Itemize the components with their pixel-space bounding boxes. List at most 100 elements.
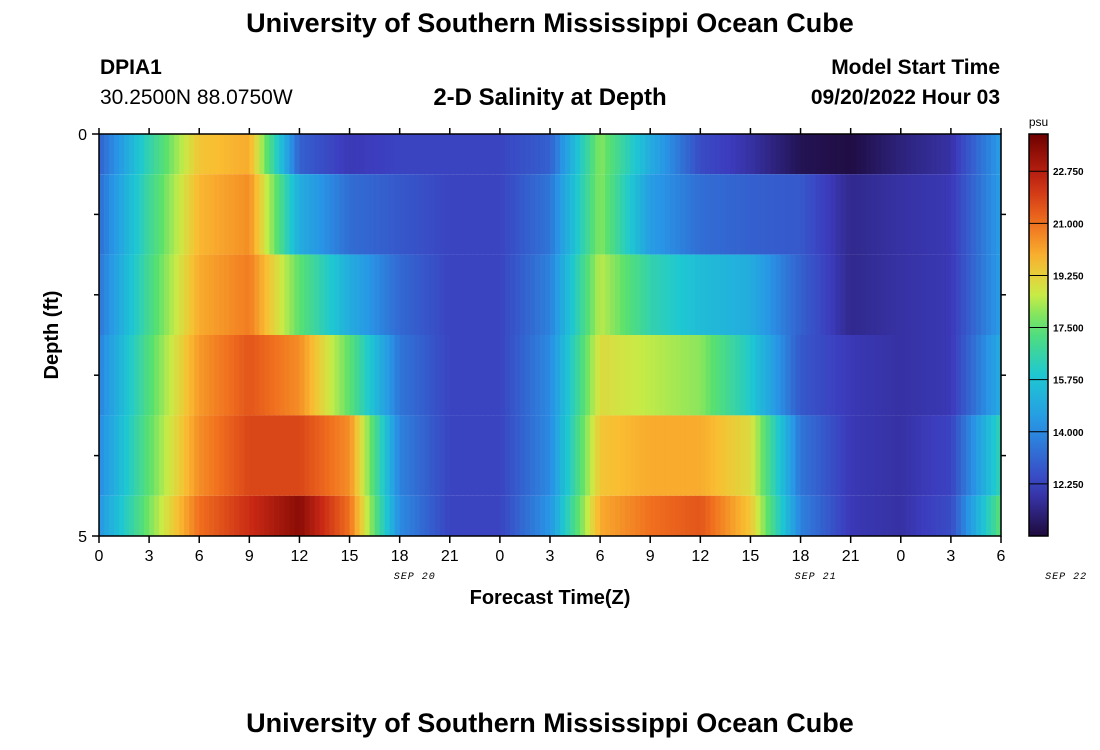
heatmap-cell [179, 254, 185, 335]
heatmap-cell [895, 415, 902, 496]
heatmap-cell [369, 254, 376, 335]
heatmap-cell [174, 254, 180, 335]
heatmap-cell [955, 174, 962, 255]
heatmap-cell [309, 415, 316, 496]
heatmap-cell [745, 174, 752, 255]
heatmap-cell [905, 174, 912, 255]
heatmap-cell [765, 335, 772, 416]
heatmap-cell [805, 174, 812, 255]
date-label: SEP 21 [795, 572, 837, 583]
heatmap-cell [580, 174, 586, 255]
heatmap-cell [910, 415, 917, 496]
heatmap-cell [735, 254, 742, 335]
heatmap-cell [855, 335, 862, 416]
heatmap-cell [625, 254, 631, 335]
heatmap-cell [570, 335, 576, 416]
heatmap-cell [484, 254, 491, 335]
heatmap-cell [294, 174, 301, 255]
heatmap-cell [825, 335, 832, 416]
heatmap-cell [650, 254, 656, 335]
heatmap-cell [660, 415, 666, 496]
heatmap-cell [154, 134, 160, 175]
heatmap-cell [499, 174, 506, 255]
heatmap-cell [359, 495, 366, 536]
heatmap-cell [139, 335, 145, 416]
heatmap-cell [810, 335, 817, 416]
heatmap-cell [735, 415, 742, 496]
heatmap-cell [244, 335, 250, 416]
heatmap-cell [865, 254, 872, 335]
heatmap-cell [730, 335, 737, 416]
heatmap-cell [600, 495, 606, 536]
heatmap-cell [224, 134, 230, 175]
heatmap-cell [840, 335, 847, 416]
heatmap-cell [705, 335, 711, 416]
heatmap-cell [509, 335, 516, 416]
heatmap-cell [509, 254, 516, 335]
heatmap-cell [765, 495, 772, 536]
heatmap-cell [800, 174, 807, 255]
heatmap-cell [244, 254, 250, 335]
heatmap-cell [494, 174, 501, 255]
heatmap-cell [429, 254, 436, 335]
heatmap-cell [539, 415, 546, 496]
heatmap-cell [630, 174, 636, 255]
x-tick-label: 18 [792, 548, 810, 565]
heatmap-cell [99, 335, 105, 416]
heatmap-cell [985, 254, 992, 335]
heatmap-cell [840, 415, 847, 496]
heatmap-cell [905, 335, 912, 416]
heatmap-cell [680, 495, 686, 536]
heatmap-cell [750, 335, 757, 416]
heatmap-cell [154, 254, 160, 335]
heatmap-cell [399, 335, 406, 416]
heatmap-cell [705, 415, 711, 496]
heatmap-cell [189, 495, 195, 536]
heatmap-cell [139, 495, 145, 536]
heatmap-cell [189, 415, 195, 496]
heatmap-cell [615, 254, 621, 335]
heatmap-cell [635, 335, 641, 416]
heatmap-cell [284, 134, 291, 175]
heatmap-cell [815, 495, 822, 536]
heatmap-cell [254, 335, 260, 416]
heatmap-cell [835, 335, 842, 416]
heatmap-cell [274, 134, 280, 175]
heatmap-cell [905, 415, 912, 496]
heatmap-cell [119, 335, 125, 416]
heatmap-cell [895, 495, 902, 536]
heatmap-cell [134, 335, 140, 416]
heatmap-cell [204, 495, 210, 536]
heatmap-cell [119, 415, 125, 496]
heatmap-cell [890, 254, 897, 335]
heatmap-cell [379, 335, 386, 416]
heatmap-cell [835, 254, 842, 335]
heatmap-cell [745, 415, 752, 496]
heatmap-cell [865, 174, 872, 255]
heatmap-cell [254, 495, 260, 536]
heatmap-cell [660, 174, 666, 255]
heatmap-cell [730, 134, 737, 175]
heatmap-cell [835, 495, 842, 536]
heatmap-cell [625, 415, 631, 496]
heatmap-cell [965, 174, 972, 255]
heatmap-cell [329, 495, 336, 536]
heatmap-cell [950, 134, 957, 175]
heatmap-cell [359, 335, 366, 416]
heatmap-cell [514, 134, 521, 175]
heatmap-cell [775, 254, 782, 335]
heatmap-cell [670, 415, 676, 496]
heatmap-cell [354, 335, 361, 416]
heatmap-cell [580, 415, 586, 496]
heatmap-cell [895, 254, 902, 335]
heatmap-cell [504, 335, 511, 416]
y-axis-label: Depth (ft) [41, 291, 63, 380]
heatmap-cell [289, 254, 296, 335]
heatmap-cell [595, 134, 601, 175]
heatmap-cell [880, 174, 887, 255]
heatmap-cell [484, 495, 491, 536]
heatmap-cell [820, 134, 827, 175]
heatmap-cell [524, 415, 531, 496]
heatmap-cell [329, 335, 336, 416]
heatmap-cell [890, 134, 897, 175]
